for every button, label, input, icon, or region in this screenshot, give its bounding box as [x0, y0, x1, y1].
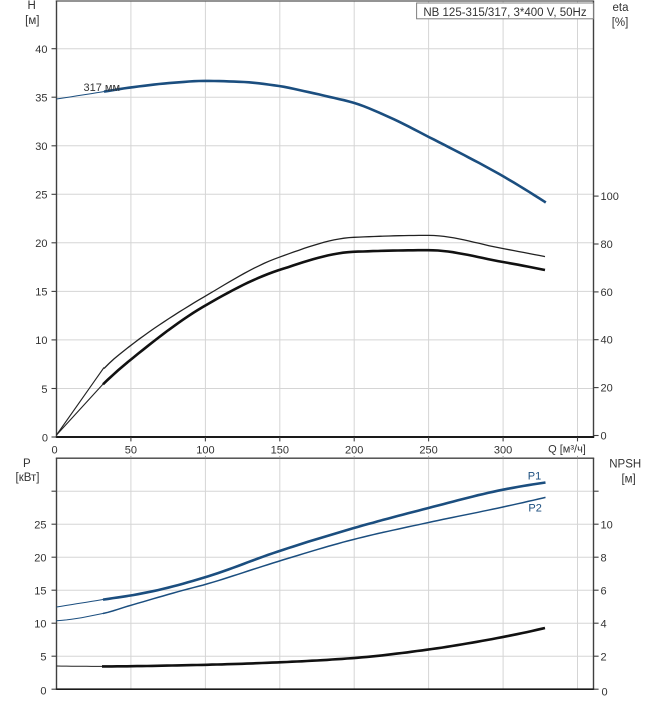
svg-text:300: 300	[494, 444, 512, 456]
svg-text:P2: P2	[528, 503, 541, 515]
svg-text:50: 50	[125, 444, 137, 456]
svg-text:40: 40	[35, 44, 47, 56]
svg-text:100: 100	[601, 191, 619, 203]
svg-text:[%]: [%]	[612, 17, 629, 29]
svg-text:317 мм: 317 мм	[84, 82, 121, 94]
svg-text:5: 5	[41, 384, 47, 396]
svg-text:5: 5	[40, 651, 46, 663]
svg-text:eta: eta	[613, 2, 630, 14]
svg-text:0: 0	[601, 430, 607, 442]
svg-text:150: 150	[271, 444, 289, 456]
svg-text:4: 4	[601, 619, 607, 631]
svg-text:6: 6	[601, 586, 607, 598]
svg-text:200: 200	[345, 444, 363, 456]
svg-text:0: 0	[51, 444, 57, 456]
svg-text:H: H	[27, 0, 35, 12]
svg-text:100: 100	[196, 444, 214, 456]
svg-text:25: 25	[35, 190, 47, 202]
svg-text:20: 20	[35, 238, 47, 250]
svg-text:P: P	[23, 458, 31, 470]
svg-text:Q [м³/ч]: Q [м³/ч]	[548, 444, 586, 456]
svg-text:15: 15	[34, 585, 46, 597]
svg-text:2: 2	[601, 652, 607, 664]
svg-text:0: 0	[40, 685, 46, 697]
svg-text:20: 20	[601, 383, 613, 395]
svg-text:80: 80	[601, 239, 613, 251]
svg-text:NB 125-315/317, 3*400 V, 50Hz: NB 125-315/317, 3*400 V, 50Hz	[423, 7, 587, 19]
svg-text:60: 60	[601, 287, 613, 299]
svg-text:15: 15	[35, 287, 47, 299]
svg-text:30: 30	[35, 141, 47, 153]
svg-text:NPSH: NPSH	[609, 458, 641, 470]
svg-text:40: 40	[601, 335, 613, 347]
svg-text:[кВт]: [кВт]	[16, 472, 40, 484]
svg-text:8: 8	[601, 553, 607, 565]
svg-text:[м]: [м]	[25, 15, 39, 27]
svg-text:[м]: [м]	[621, 474, 635, 486]
svg-text:250: 250	[419, 444, 437, 456]
svg-text:10: 10	[601, 520, 613, 532]
svg-text:20: 20	[34, 552, 46, 564]
svg-text:P1: P1	[528, 470, 541, 482]
svg-text:0: 0	[602, 687, 608, 699]
svg-text:10: 10	[34, 618, 46, 630]
svg-text:25: 25	[34, 519, 46, 531]
svg-text:35: 35	[35, 93, 47, 105]
svg-text:0: 0	[42, 433, 48, 445]
svg-text:10: 10	[35, 335, 47, 347]
